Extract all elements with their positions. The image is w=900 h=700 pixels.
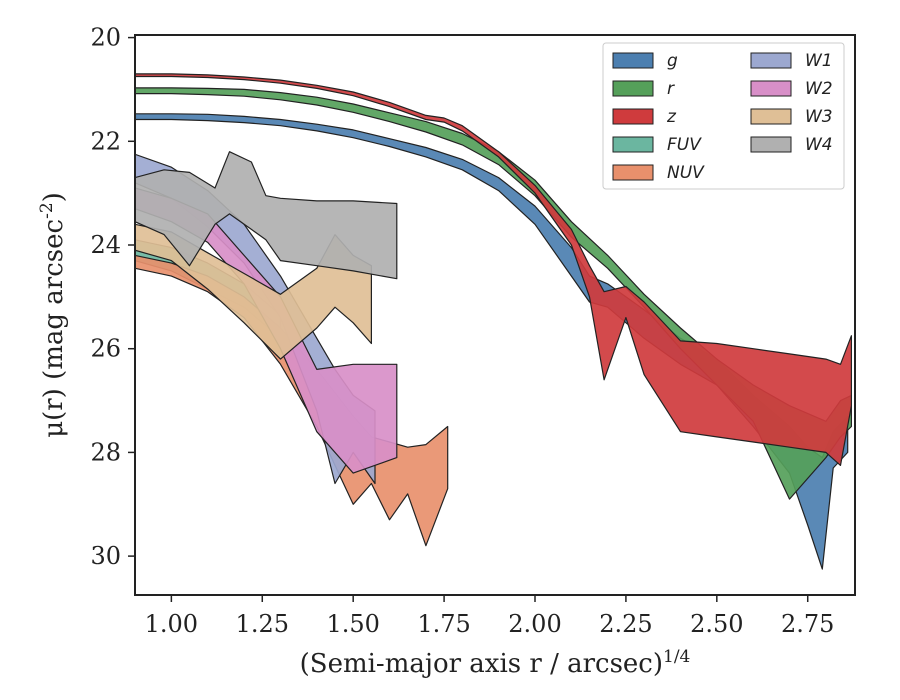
y-axis-label: μ(r) (mag arcsec-2) (37, 192, 69, 438)
y-tick-label: 22 (90, 127, 121, 155)
plot-frame (134, 34, 856, 596)
legend-label-z: z (666, 107, 677, 127)
y-axis-ticks: 20 22 24 26 28 30 (90, 24, 135, 570)
x-tick-label: 2.50 (690, 610, 743, 638)
x-tick-label: 1.25 (236, 610, 289, 638)
band-g (135, 113, 849, 570)
y-tick-label: 20 (90, 24, 121, 52)
legend-swatch-w3 (750, 108, 792, 125)
x-tick-label: 2.75 (781, 610, 834, 638)
y-tick-label: 28 (90, 438, 121, 466)
band-w4 (135, 151, 398, 280)
y-tick-label: 26 (90, 335, 121, 363)
legend-swatch-nuv (612, 164, 654, 181)
legend-swatch-z (612, 108, 654, 125)
legend-swatch-w2 (750, 80, 792, 97)
x-tick-label: 1.50 (326, 610, 379, 638)
legend-label-g: g (667, 51, 678, 71)
legend-label-w4: W4 (805, 135, 833, 155)
band-z (135, 73, 852, 466)
y-tick-label: 30 (90, 542, 121, 570)
legend-swatch-r (612, 80, 654, 97)
legend: grz FUV NUV W1 W2 W3 W4 (602, 42, 845, 190)
legend-label-w1: W1 (805, 51, 833, 71)
x-tick-label: 1.75 (417, 610, 470, 638)
legend-label-w3: W3 (805, 107, 833, 127)
band-r (135, 87, 852, 500)
x-tick-label: 2.00 (508, 610, 561, 638)
x-tick-label: 2.25 (599, 610, 652, 638)
legend-swatch-w4 (750, 136, 792, 153)
legend-swatch-g (612, 52, 654, 69)
legend-swatch-fuv (612, 136, 654, 153)
y-tick-label: 24 (90, 231, 121, 259)
legend-label-fuv: FUV (667, 135, 702, 155)
legend-label-r: r (667, 79, 675, 99)
x-tick-label: 1.00 (145, 610, 198, 638)
x-axis-ticks: 1.00 1.25 1.50 1.75 2.00 2.25 2.50 2.75 (145, 595, 834, 638)
x-axis-label: (Semi-major axis r / arcsec)1/4 (300, 647, 691, 679)
legend-label-nuv: NUV (667, 163, 705, 183)
profile-bands (135, 73, 852, 570)
legend-swatch-w1 (750, 52, 792, 69)
legend-label-w2: W2 (805, 79, 833, 99)
